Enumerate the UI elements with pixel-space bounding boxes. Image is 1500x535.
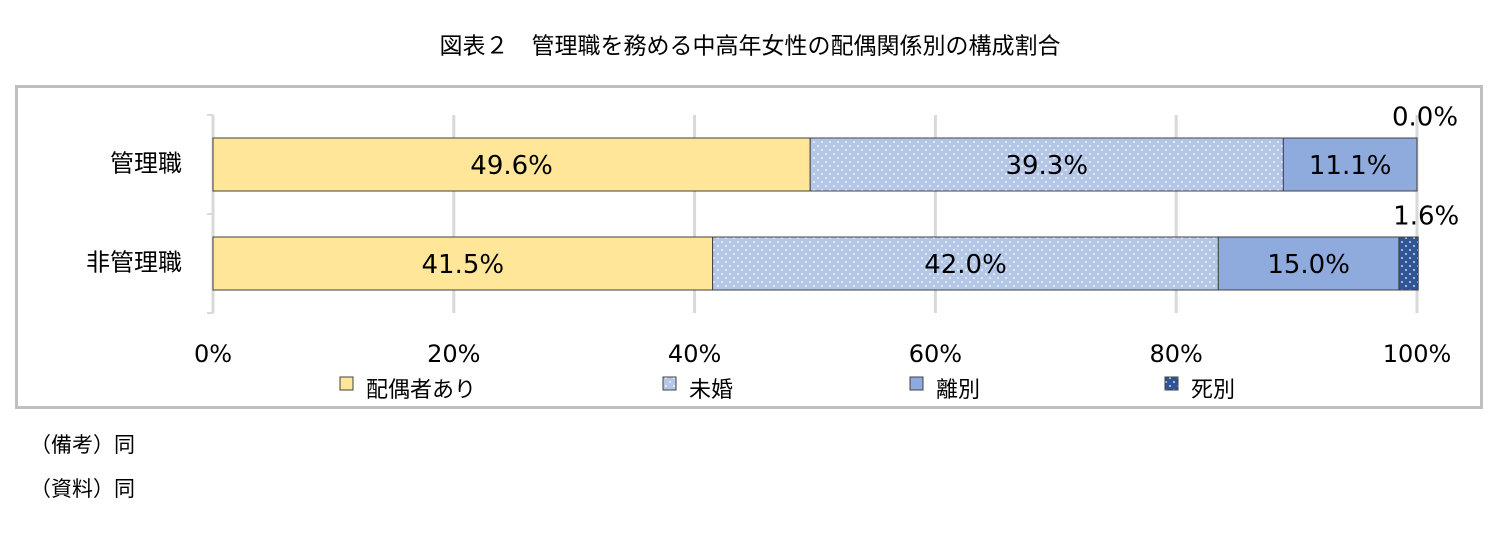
data-label: 11.1%	[1309, 151, 1392, 181]
x-tick-label: 100%	[1383, 340, 1452, 368]
legend-label: 未婚	[689, 378, 733, 403]
data-label: 49.6%	[470, 151, 553, 181]
data-label: 41.5%	[422, 250, 505, 280]
bar-segment	[212, 137, 811, 192]
bar-segment	[1282, 137, 1418, 192]
data-label: 15.0%	[1267, 250, 1350, 280]
note: （備考）同	[30, 433, 135, 457]
chart-title: 図表２ 管理職を務める中高年女性の配偶関係別の構成割合	[440, 34, 1061, 60]
x-tick-label: 0%	[194, 340, 232, 368]
bar-segment	[1217, 236, 1400, 291]
data-label: 42.0%	[924, 250, 1007, 280]
data-label: 1.6%	[1393, 202, 1459, 232]
bar-segment	[1398, 236, 1419, 291]
legend-label: 配偶者あり	[366, 378, 476, 403]
bar-segment	[212, 236, 714, 291]
y-tick-label: 非管理職	[86, 249, 182, 277]
legend-swatch	[909, 376, 924, 391]
legend-label: 離別	[936, 378, 980, 403]
data-label: 39.3%	[1005, 151, 1088, 181]
x-tick-label: 40%	[668, 340, 721, 368]
bar-segment	[712, 236, 1219, 291]
y-tick-label: 管理職	[110, 150, 182, 178]
legend-label: 死別	[1191, 378, 1235, 403]
x-tick-label: 80%	[1150, 340, 1203, 368]
data-label: 0.0%	[1392, 103, 1458, 133]
legend-swatch	[339, 376, 354, 391]
legend-swatch	[662, 376, 677, 391]
note: （資料）同	[30, 477, 135, 501]
x-tick-label: 60%	[909, 340, 962, 368]
x-tick-label: 20%	[427, 340, 480, 368]
bar-segment	[809, 137, 1284, 192]
legend-swatch	[1164, 376, 1179, 391]
